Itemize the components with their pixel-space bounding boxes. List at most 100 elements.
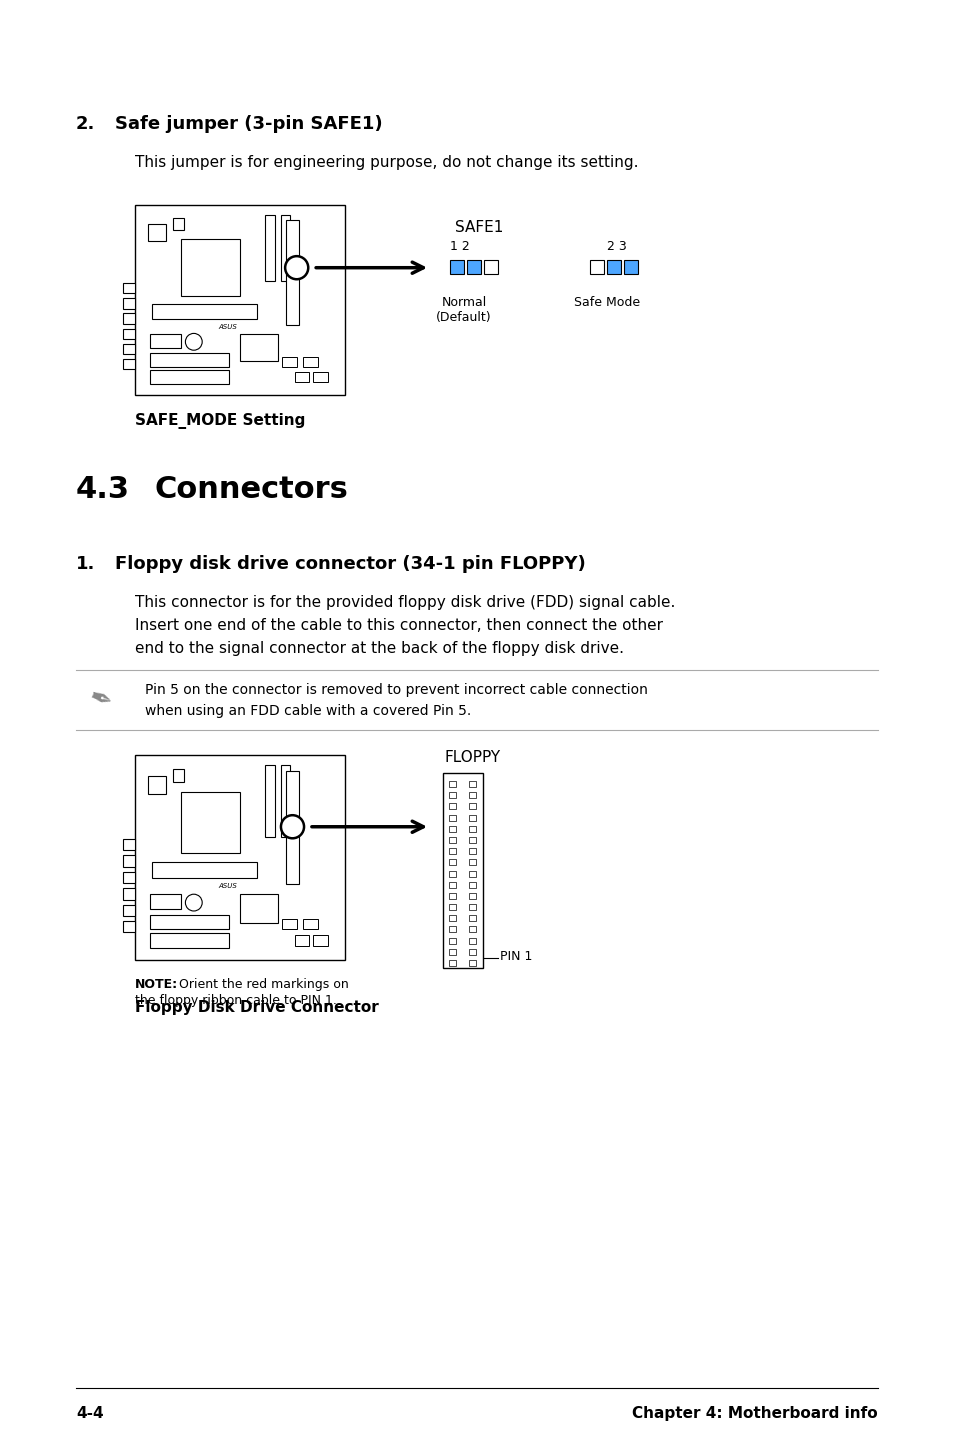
- Circle shape: [280, 815, 304, 838]
- Bar: [469, 860, 476, 866]
- Bar: [286, 220, 298, 325]
- Bar: [148, 775, 167, 794]
- Text: 4-4: 4-4: [76, 1406, 104, 1421]
- Text: ASUS: ASUS: [217, 883, 236, 889]
- Text: SAFE_MODE Setting: SAFE_MODE Setting: [135, 413, 305, 429]
- Bar: [449, 848, 456, 854]
- Bar: [589, 260, 603, 275]
- Bar: [606, 260, 620, 275]
- Bar: [469, 804, 476, 810]
- Bar: [150, 371, 230, 384]
- Text: Insert one end of the cable to this connector, then connect the other: Insert one end of the cable to this conn…: [135, 618, 662, 633]
- Bar: [469, 961, 476, 966]
- Bar: [123, 313, 135, 324]
- Bar: [150, 894, 181, 909]
- Bar: [181, 239, 240, 296]
- Text: 2.: 2.: [76, 115, 95, 132]
- Bar: [623, 260, 638, 275]
- Bar: [449, 825, 456, 831]
- Bar: [449, 905, 456, 910]
- Bar: [181, 792, 240, 853]
- Text: FLOPPY: FLOPPY: [444, 751, 500, 765]
- Bar: [469, 837, 476, 843]
- Bar: [469, 825, 476, 831]
- Bar: [442, 774, 482, 968]
- Bar: [449, 926, 456, 932]
- Bar: [123, 838, 135, 850]
- Bar: [123, 283, 135, 293]
- Bar: [314, 935, 328, 946]
- Bar: [449, 881, 456, 887]
- Bar: [469, 792, 476, 798]
- Text: Pin 5 on the connector is removed to prevent incorrect cable connection: Pin 5 on the connector is removed to pre…: [145, 683, 647, 697]
- Bar: [294, 935, 309, 946]
- Bar: [123, 360, 135, 370]
- Bar: [150, 933, 230, 948]
- Bar: [152, 303, 256, 319]
- Bar: [449, 870, 456, 877]
- Bar: [123, 871, 135, 883]
- Text: Floppy Disk Drive Connector: Floppy Disk Drive Connector: [135, 999, 378, 1015]
- Bar: [123, 344, 135, 354]
- Bar: [469, 848, 476, 854]
- Bar: [469, 949, 476, 955]
- Text: This jumper is for engineering purpose, do not change its setting.: This jumper is for engineering purpose, …: [135, 155, 638, 170]
- Text: Connectors: Connectors: [154, 475, 349, 503]
- Bar: [150, 354, 230, 367]
- Bar: [286, 771, 298, 884]
- Bar: [280, 765, 290, 837]
- Bar: [172, 769, 184, 782]
- Bar: [469, 938, 476, 943]
- Text: Orient the red markings on: Orient the red markings on: [179, 978, 349, 991]
- Bar: [449, 792, 456, 798]
- Bar: [314, 372, 328, 381]
- Bar: [469, 781, 476, 787]
- Bar: [449, 893, 456, 899]
- Text: PIN 1: PIN 1: [499, 949, 532, 962]
- Bar: [450, 260, 463, 275]
- Bar: [123, 856, 135, 867]
- Text: SAFE1: SAFE1: [455, 220, 503, 234]
- Bar: [294, 372, 309, 381]
- Circle shape: [285, 256, 308, 279]
- Bar: [135, 755, 345, 961]
- Bar: [469, 905, 476, 910]
- Bar: [172, 219, 184, 230]
- Bar: [303, 919, 317, 929]
- Bar: [469, 893, 476, 899]
- Bar: [150, 334, 181, 348]
- Text: Safe Mode: Safe Mode: [574, 296, 639, 309]
- Bar: [449, 781, 456, 787]
- Bar: [148, 224, 167, 242]
- Text: the floppy ribbon cable to PIN 1.: the floppy ribbon cable to PIN 1.: [135, 994, 336, 1007]
- Bar: [123, 922, 135, 932]
- Bar: [449, 860, 456, 866]
- Bar: [265, 214, 274, 280]
- Bar: [449, 814, 456, 821]
- Bar: [483, 260, 497, 275]
- Text: Floppy disk drive connector (34-1 pin FLOPPY): Floppy disk drive connector (34-1 pin FL…: [115, 555, 585, 572]
- Circle shape: [185, 894, 202, 912]
- Bar: [240, 334, 277, 361]
- Bar: [282, 357, 296, 367]
- Text: end to the signal connector at the back of the floppy disk drive.: end to the signal connector at the back …: [135, 641, 623, 656]
- Text: Safe jumper (3-pin SAFE1): Safe jumper (3-pin SAFE1): [115, 115, 382, 132]
- Text: 1 2: 1 2: [450, 240, 469, 253]
- Bar: [469, 870, 476, 877]
- Bar: [280, 214, 290, 280]
- Text: when using an FDD cable with a covered Pin 5.: when using an FDD cable with a covered P…: [145, 705, 471, 718]
- Bar: [449, 804, 456, 810]
- Circle shape: [185, 334, 202, 351]
- Bar: [150, 915, 230, 929]
- Text: 2 3: 2 3: [606, 240, 626, 253]
- Text: NOTE:: NOTE:: [135, 978, 178, 991]
- Bar: [152, 861, 256, 879]
- Bar: [449, 938, 456, 943]
- Bar: [240, 894, 277, 923]
- Text: 1.: 1.: [76, 555, 95, 572]
- Bar: [123, 328, 135, 339]
- Bar: [467, 260, 480, 275]
- Bar: [265, 765, 274, 837]
- Bar: [469, 881, 476, 887]
- Bar: [469, 814, 476, 821]
